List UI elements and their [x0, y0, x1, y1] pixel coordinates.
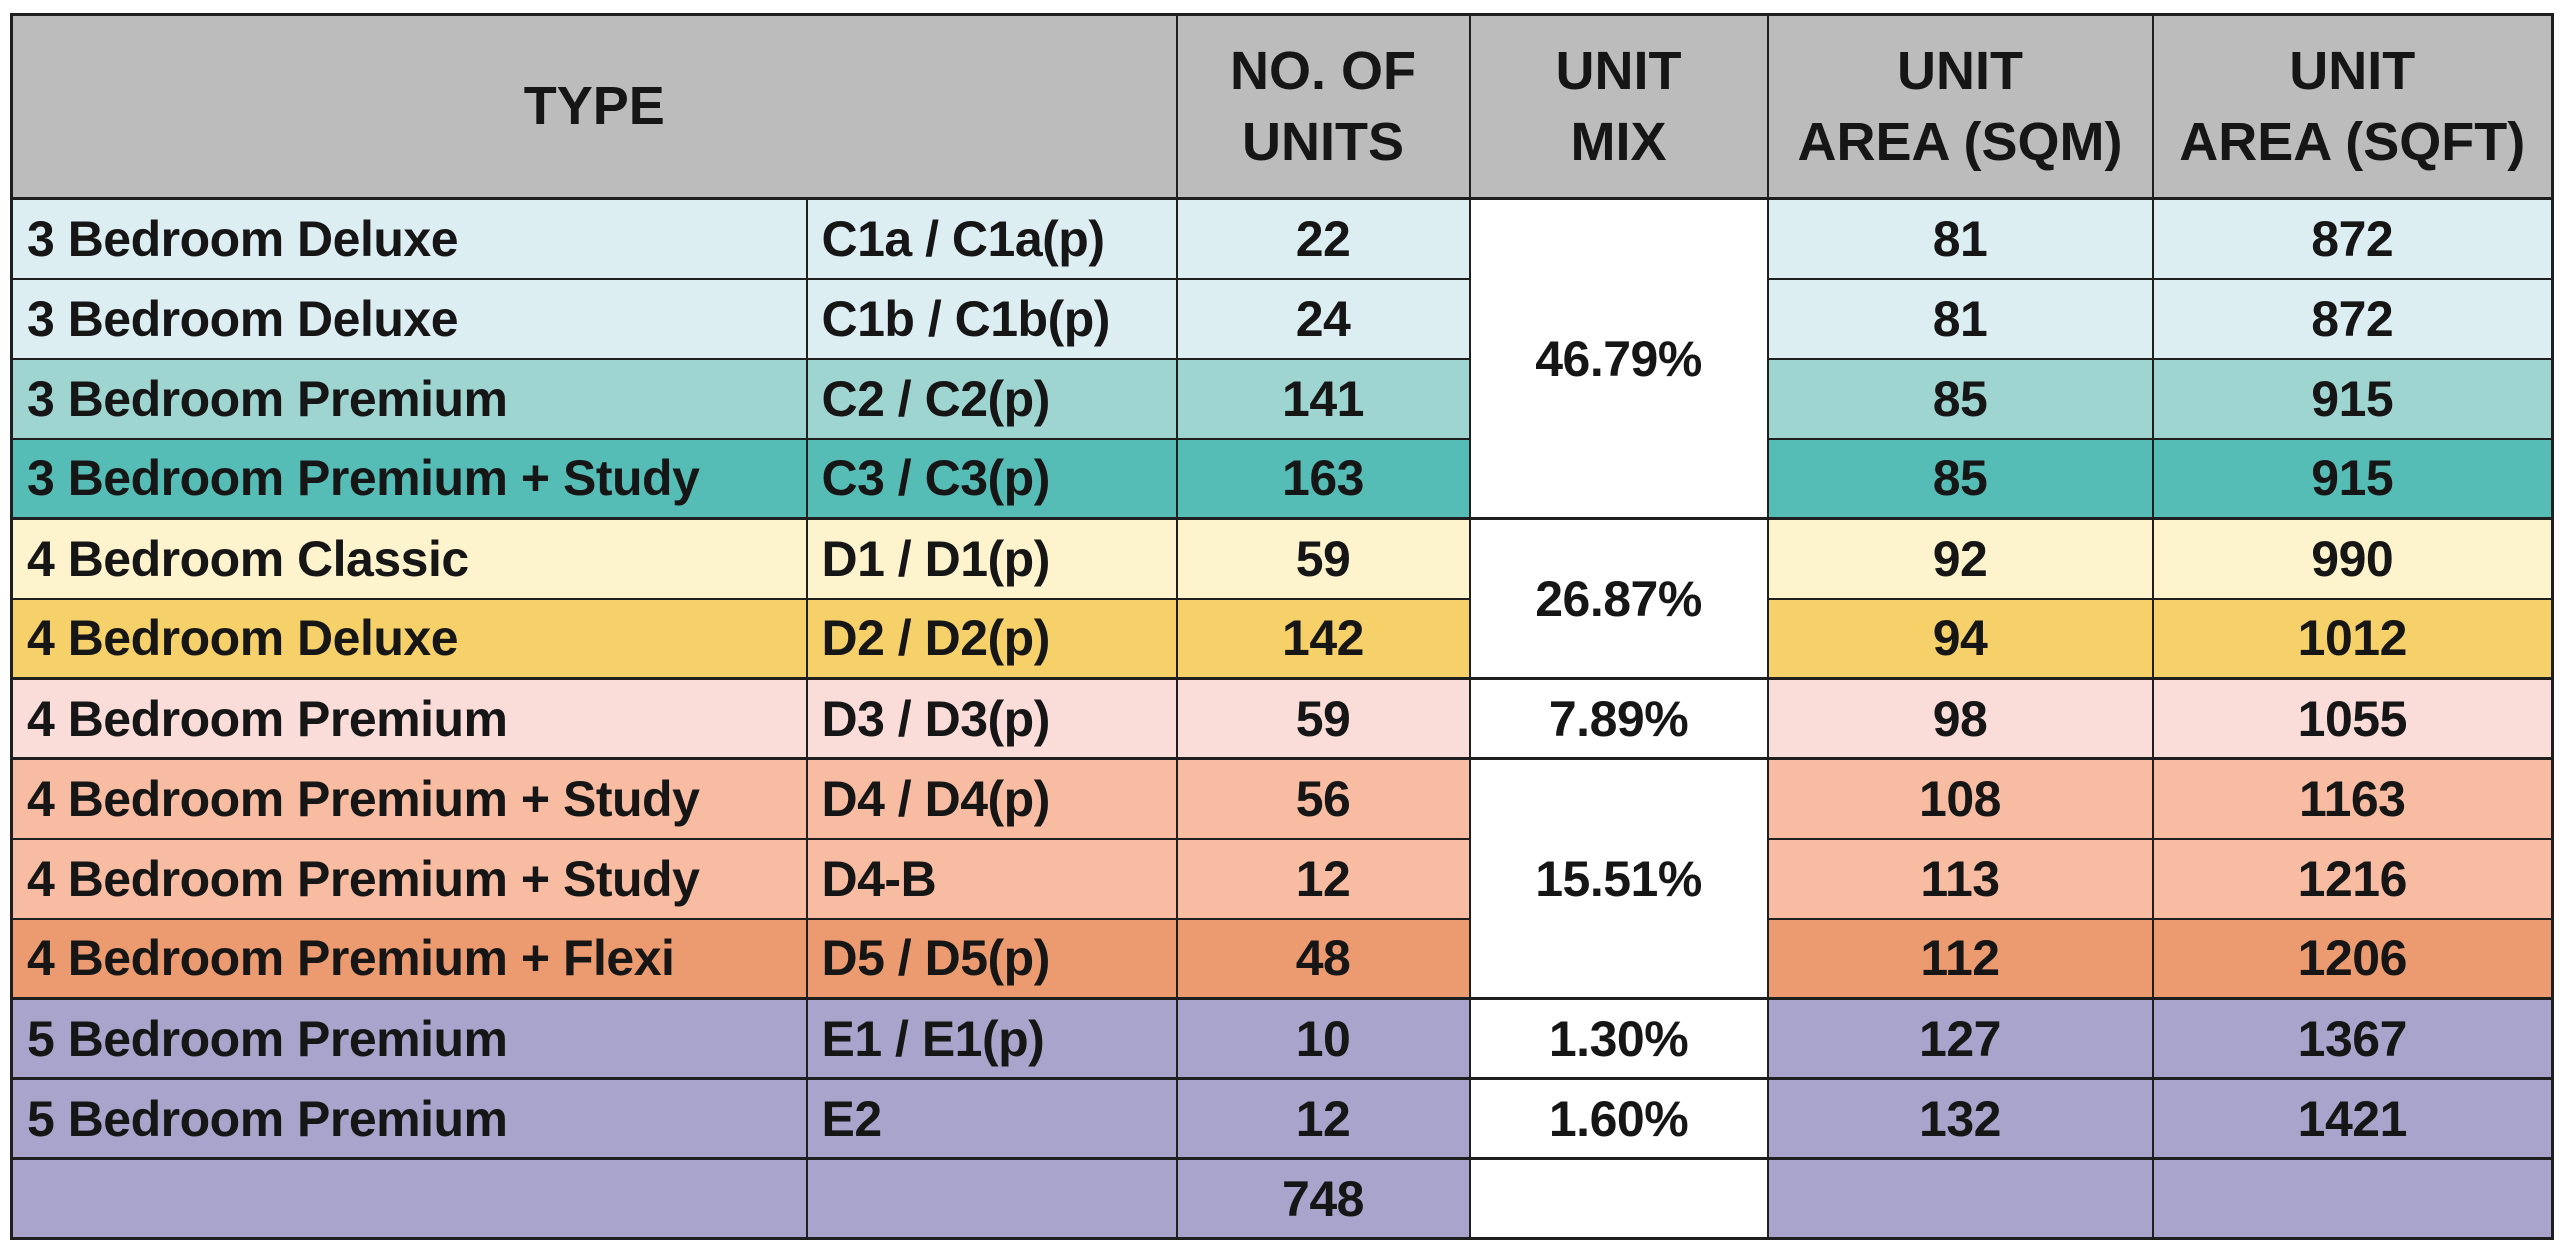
- sqft-cell: 1367: [2151, 997, 2554, 1080]
- code-cell: D4-B: [805, 837, 1178, 920]
- unit-mix-cell: 7.89%: [1468, 677, 1769, 760]
- table-row: 4 Bedroom Premium + Study D4 / D4(p) 56 …: [10, 757, 2554, 1000]
- sqft-cell: 872: [2151, 277, 2554, 360]
- sqm-cell: 85: [1766, 357, 2154, 440]
- total-row: 748: [10, 1157, 2554, 1240]
- type-cell: 5 Bedroom Premium: [10, 1077, 808, 1160]
- table-row: 4 Bedroom Premium D3 / D3(p) 59 7.89% 98…: [10, 677, 2554, 760]
- units-cell: 163: [1175, 437, 1471, 520]
- table-row: 5 Bedroom Premium E1 / E1(p) 10 1.30% 12…: [10, 997, 2554, 1080]
- sqft-cell: 872: [2151, 197, 2554, 280]
- sqm-cell: 127: [1766, 997, 2154, 1080]
- sqm-cell: 112: [1766, 917, 2154, 1000]
- sqft-cell: 1216: [2151, 837, 2554, 920]
- unit-mix-cell: 26.87%: [1468, 517, 1769, 680]
- units-cell: 59: [1175, 517, 1471, 600]
- sqft-cell: [2151, 1157, 2554, 1240]
- type-cell: 4 Bedroom Premium + Study: [10, 757, 808, 840]
- total-units-cell: 748: [1175, 1157, 1471, 1240]
- units-cell: 12: [1175, 837, 1471, 920]
- table-row: 4 Bedroom Deluxe D2 / D2(p) 142 94 1012: [10, 597, 2554, 680]
- code-cell: D3 / D3(p): [805, 677, 1178, 760]
- sqft-cell: 915: [2151, 357, 2554, 440]
- code-cell: E1 / E1(p): [805, 997, 1178, 1080]
- type-cell: 3 Bedroom Premium: [10, 357, 808, 440]
- unit-mix-cell: 1.30%: [1468, 997, 1769, 1080]
- type-cell: 5 Bedroom Premium: [10, 997, 808, 1080]
- unit-mix-table-container: TYPE NO. OF UNITS UNIT MIX UNIT AREA (SQ…: [10, 13, 2555, 1240]
- code-cell: C3 / C3(p): [805, 437, 1178, 520]
- sqm-cell: 132: [1766, 1077, 2154, 1160]
- table-row: 3 Bedroom Premium C2 / C2(p) 141 85 915: [10, 357, 2554, 440]
- unit-mix-table: TYPE NO. OF UNITS UNIT MIX UNIT AREA (SQ…: [10, 13, 2555, 1240]
- table-row: 3 Bedroom Deluxe C1b / C1b(p) 24 81 872: [10, 277, 2554, 360]
- table-row: 5 Bedroom Premium E2 12 1.60% 132 1421: [10, 1077, 2554, 1160]
- table-row: 4 Bedroom Premium + Flexi D5 / D5(p) 48 …: [10, 917, 2554, 1000]
- sqm-cell: 113: [1766, 837, 2154, 920]
- header-unit-area-sqft: UNIT AREA (SQFT): [2151, 13, 2554, 200]
- type-cell: [10, 1157, 808, 1240]
- sqm-cell: 92: [1766, 517, 2154, 600]
- unit-mix-cell: 15.51%: [1468, 757, 1769, 1000]
- units-cell: 56: [1175, 757, 1471, 840]
- sqm-cell: [1766, 1157, 2154, 1240]
- type-cell: 4 Bedroom Premium + Flexi: [10, 917, 808, 1000]
- code-cell: E2: [805, 1077, 1178, 1160]
- sqm-cell: 81: [1766, 197, 2154, 280]
- table-row: 4 Bedroom Premium + Study D4-B 12 113 12…: [10, 837, 2554, 920]
- units-cell: 59: [1175, 677, 1471, 760]
- units-cell: 142: [1175, 597, 1471, 680]
- units-cell: 10: [1175, 997, 1471, 1080]
- sqm-cell: 81: [1766, 277, 2154, 360]
- table-header-row: TYPE NO. OF UNITS UNIT MIX UNIT AREA (SQ…: [10, 13, 2554, 200]
- sqm-cell: 98: [1766, 677, 2154, 760]
- code-cell: [805, 1157, 1178, 1240]
- sqft-cell: 915: [2151, 437, 2554, 520]
- code-cell: C1a / C1a(p): [805, 197, 1178, 280]
- type-cell: 4 Bedroom Premium + Study: [10, 837, 808, 920]
- table-row: 3 Bedroom Premium + Study C3 / C3(p) 163…: [10, 437, 2554, 520]
- header-unit-mix: UNIT MIX: [1468, 13, 1769, 200]
- sqft-cell: 990: [2151, 517, 2554, 600]
- type-cell: 4 Bedroom Premium: [10, 677, 808, 760]
- code-cell: D2 / D2(p): [805, 597, 1178, 680]
- code-cell: C2 / C2(p): [805, 357, 1178, 440]
- unit-mix-cell: 1.60%: [1468, 1077, 1769, 1160]
- code-cell: D1 / D1(p): [805, 517, 1178, 600]
- header-no-of-units: NO. OF UNITS: [1175, 13, 1471, 200]
- type-cell: 3 Bedroom Premium + Study: [10, 437, 808, 520]
- unit-mix-cell: 46.79%: [1468, 197, 1769, 520]
- header-unit-area-sqm: UNIT AREA (SQM): [1766, 13, 2154, 200]
- sqft-cell: 1012: [2151, 597, 2554, 680]
- type-cell: 4 Bedroom Deluxe: [10, 597, 808, 680]
- type-cell: 3 Bedroom Deluxe: [10, 197, 808, 280]
- sqft-cell: 1421: [2151, 1077, 2554, 1160]
- sqft-cell: 1163: [2151, 757, 2554, 840]
- sqft-cell: 1055: [2151, 677, 2554, 760]
- units-cell: 48: [1175, 917, 1471, 1000]
- sqft-cell: 1206: [2151, 917, 2554, 1000]
- sqm-cell: 108: [1766, 757, 2154, 840]
- header-type: TYPE: [10, 13, 1178, 200]
- units-cell: 141: [1175, 357, 1471, 440]
- units-cell: 24: [1175, 277, 1471, 360]
- units-cell: 12: [1175, 1077, 1471, 1160]
- type-cell: 3 Bedroom Deluxe: [10, 277, 808, 360]
- code-cell: D4 / D4(p): [805, 757, 1178, 840]
- units-cell: 22: [1175, 197, 1471, 280]
- table-row: 3 Bedroom Deluxe C1a / C1a(p) 22 46.79% …: [10, 197, 2554, 520]
- code-cell: D5 / D5(p): [805, 917, 1178, 1000]
- sqm-cell: 94: [1766, 597, 2154, 680]
- sqm-cell: 85: [1766, 437, 2154, 520]
- type-cell: 4 Bedroom Classic: [10, 517, 808, 600]
- table-row: 4 Bedroom Classic D1 / D1(p) 59 26.87% 9…: [10, 517, 2554, 680]
- unit-mix-cell: [1468, 1157, 1769, 1240]
- code-cell: C1b / C1b(p): [805, 277, 1178, 360]
